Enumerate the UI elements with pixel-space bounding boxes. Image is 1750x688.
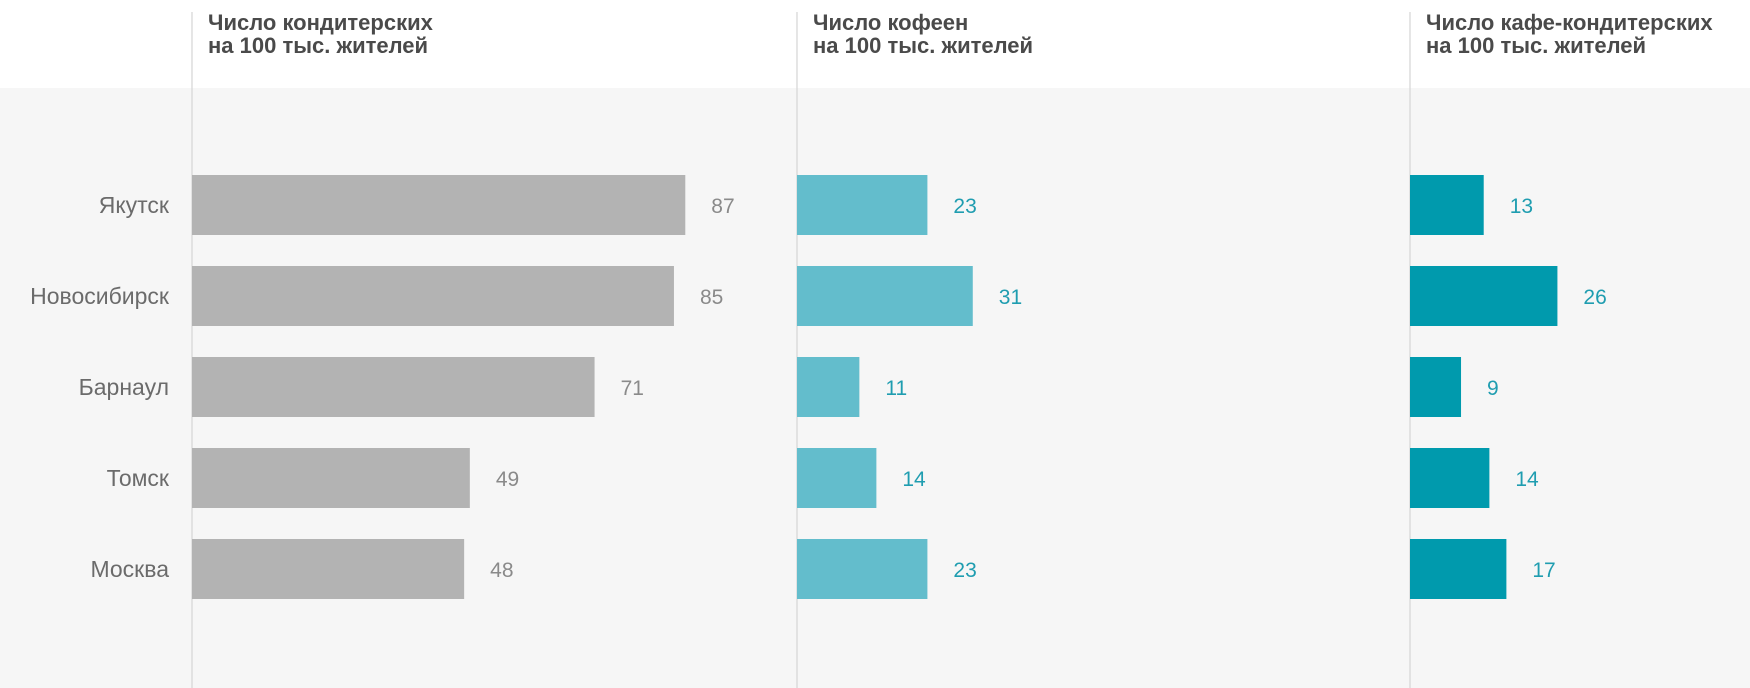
bar-value-label: 17 — [1532, 559, 1555, 582]
panel-title-line: на 100 тыс. жителей — [208, 33, 428, 58]
bar-value-label: 48 — [490, 559, 513, 582]
panel-title: Число кафе-кондитерских на 100 тыс. жител… — [1426, 10, 1713, 58]
panel-title-line: на 100 тыс. жителей — [813, 33, 1033, 58]
panel-title: Число кофеен на 100 тыс. жителей — [813, 10, 1033, 58]
bar — [192, 357, 595, 417]
bar — [797, 448, 877, 508]
bar-value-label: 23 — [953, 195, 976, 218]
bar — [1410, 539, 1507, 599]
bar-value-label: 87 — [711, 195, 734, 218]
panel-title-line: Число кондитерских — [208, 10, 434, 35]
bar-value-label: 31 — [999, 286, 1022, 309]
bar-value-label: 13 — [1510, 195, 1533, 218]
bar-value-label: 49 — [496, 468, 519, 491]
bar — [797, 266, 973, 326]
bar-value-label: 23 — [953, 559, 976, 582]
bar — [1410, 266, 1558, 326]
bar — [1410, 448, 1490, 508]
panel-title: Число кондитерских на 100 тыс. жителей — [208, 10, 434, 58]
bar — [797, 175, 928, 235]
category-label: Москва — [90, 556, 169, 582]
category-label: Якутск — [99, 192, 170, 218]
bar-value-label: 85 — [700, 286, 723, 309]
bar-value-label: 26 — [1583, 286, 1606, 309]
bar-value-label: 11 — [885, 377, 907, 400]
bar-value-label: 9 — [1487, 377, 1499, 400]
category-label: Томск — [107, 465, 170, 491]
bar — [192, 266, 674, 326]
category-label: Барнаул — [79, 374, 169, 400]
category-label: Новосибирск — [30, 283, 170, 309]
bar — [192, 448, 470, 508]
bar-value-label: 14 — [1515, 468, 1539, 491]
bar — [1410, 357, 1462, 417]
bar — [797, 539, 928, 599]
header-background — [0, 0, 1750, 88]
bar — [192, 539, 465, 599]
panel-title-line: Число кафе-кондитерских — [1426, 10, 1713, 35]
panel-title-line: на 100 тыс. жителей — [1426, 33, 1646, 58]
bar-value-label: 14 — [902, 468, 926, 491]
bar — [192, 175, 686, 235]
bar — [1410, 175, 1484, 235]
bar-value-label: 71 — [621, 377, 644, 400]
panel-title-line: Число кофеен — [813, 10, 968, 35]
bar — [797, 357, 860, 417]
